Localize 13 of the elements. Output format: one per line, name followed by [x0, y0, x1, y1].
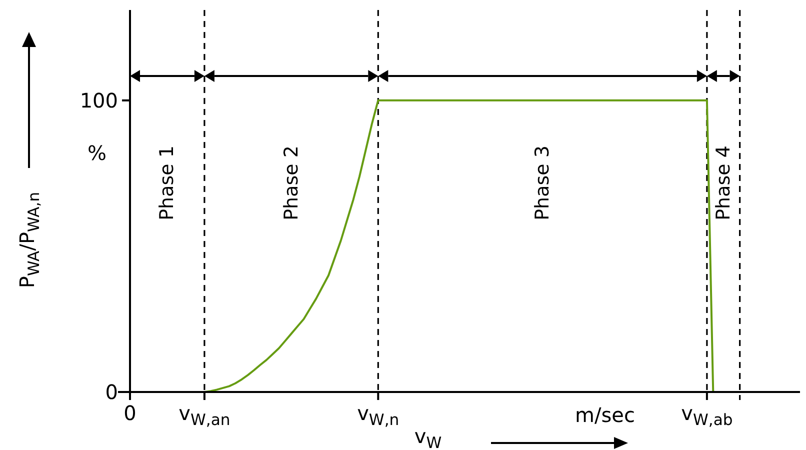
- x-tick-label: v$_{W,n}$: [357, 401, 400, 429]
- x-tick-label: v$_{W,an}$: [178, 401, 230, 429]
- annotation: Phase 2: [280, 146, 302, 220]
- x-axis-title: v$_{W}$: [414, 424, 442, 450]
- line-series: [203, 99, 714, 393]
- x-tick-label: v$_{W,ab}$: [681, 401, 733, 429]
- y-tick-label: 100: [80, 88, 118, 112]
- text: m/sec: [575, 403, 635, 427]
- annotation: Phase 4: [712, 146, 734, 220]
- x-tick-label: 0: [124, 401, 136, 425]
- text: %: [87, 141, 107, 165]
- annotation: Phase 3: [532, 146, 554, 220]
- annotation: Phase 1: [156, 146, 178, 220]
